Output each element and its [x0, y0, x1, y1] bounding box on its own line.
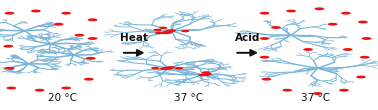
- Circle shape: [260, 12, 270, 15]
- Circle shape: [286, 10, 296, 12]
- Circle shape: [84, 78, 94, 81]
- Circle shape: [164, 67, 173, 70]
- Circle shape: [198, 74, 206, 76]
- Circle shape: [203, 73, 212, 75]
- Circle shape: [314, 7, 324, 10]
- Circle shape: [164, 31, 173, 34]
- Circle shape: [303, 48, 313, 51]
- Circle shape: [159, 27, 167, 29]
- Circle shape: [163, 67, 171, 69]
- Circle shape: [160, 68, 168, 70]
- Text: 37 °C: 37 °C: [174, 93, 204, 103]
- Circle shape: [88, 18, 98, 21]
- Circle shape: [151, 67, 160, 69]
- Circle shape: [161, 32, 169, 34]
- Circle shape: [313, 92, 322, 95]
- Circle shape: [6, 87, 16, 89]
- Circle shape: [61, 12, 71, 15]
- Circle shape: [175, 67, 183, 69]
- Circle shape: [328, 23, 338, 26]
- Circle shape: [86, 57, 96, 60]
- Circle shape: [356, 76, 366, 78]
- Circle shape: [362, 37, 372, 40]
- Circle shape: [155, 32, 163, 34]
- Circle shape: [165, 30, 174, 32]
- Circle shape: [343, 48, 353, 51]
- Circle shape: [181, 30, 189, 32]
- Circle shape: [260, 37, 270, 40]
- Circle shape: [201, 74, 210, 76]
- Circle shape: [339, 89, 349, 92]
- Circle shape: [282, 89, 292, 92]
- Circle shape: [54, 23, 64, 26]
- Circle shape: [262, 78, 271, 81]
- Text: 20 °C: 20 °C: [48, 93, 77, 103]
- Circle shape: [167, 30, 175, 32]
- Circle shape: [358, 21, 368, 23]
- Circle shape: [271, 26, 281, 29]
- Circle shape: [5, 12, 14, 15]
- Circle shape: [35, 89, 45, 92]
- Circle shape: [360, 56, 370, 59]
- Text: Acid: Acid: [235, 33, 260, 43]
- Circle shape: [5, 67, 14, 70]
- Circle shape: [260, 56, 270, 59]
- Circle shape: [3, 45, 13, 48]
- Circle shape: [31, 10, 41, 12]
- Circle shape: [74, 34, 84, 37]
- Circle shape: [61, 87, 71, 89]
- Circle shape: [163, 67, 171, 70]
- Text: 37 °C: 37 °C: [301, 93, 330, 103]
- Circle shape: [167, 66, 175, 69]
- Circle shape: [164, 67, 172, 70]
- Circle shape: [201, 74, 209, 76]
- Circle shape: [201, 71, 210, 74]
- Text: Heat: Heat: [120, 33, 148, 43]
- Circle shape: [163, 31, 171, 33]
- Circle shape: [168, 29, 176, 32]
- Circle shape: [341, 12, 351, 15]
- Circle shape: [88, 37, 98, 40]
- Circle shape: [153, 29, 162, 31]
